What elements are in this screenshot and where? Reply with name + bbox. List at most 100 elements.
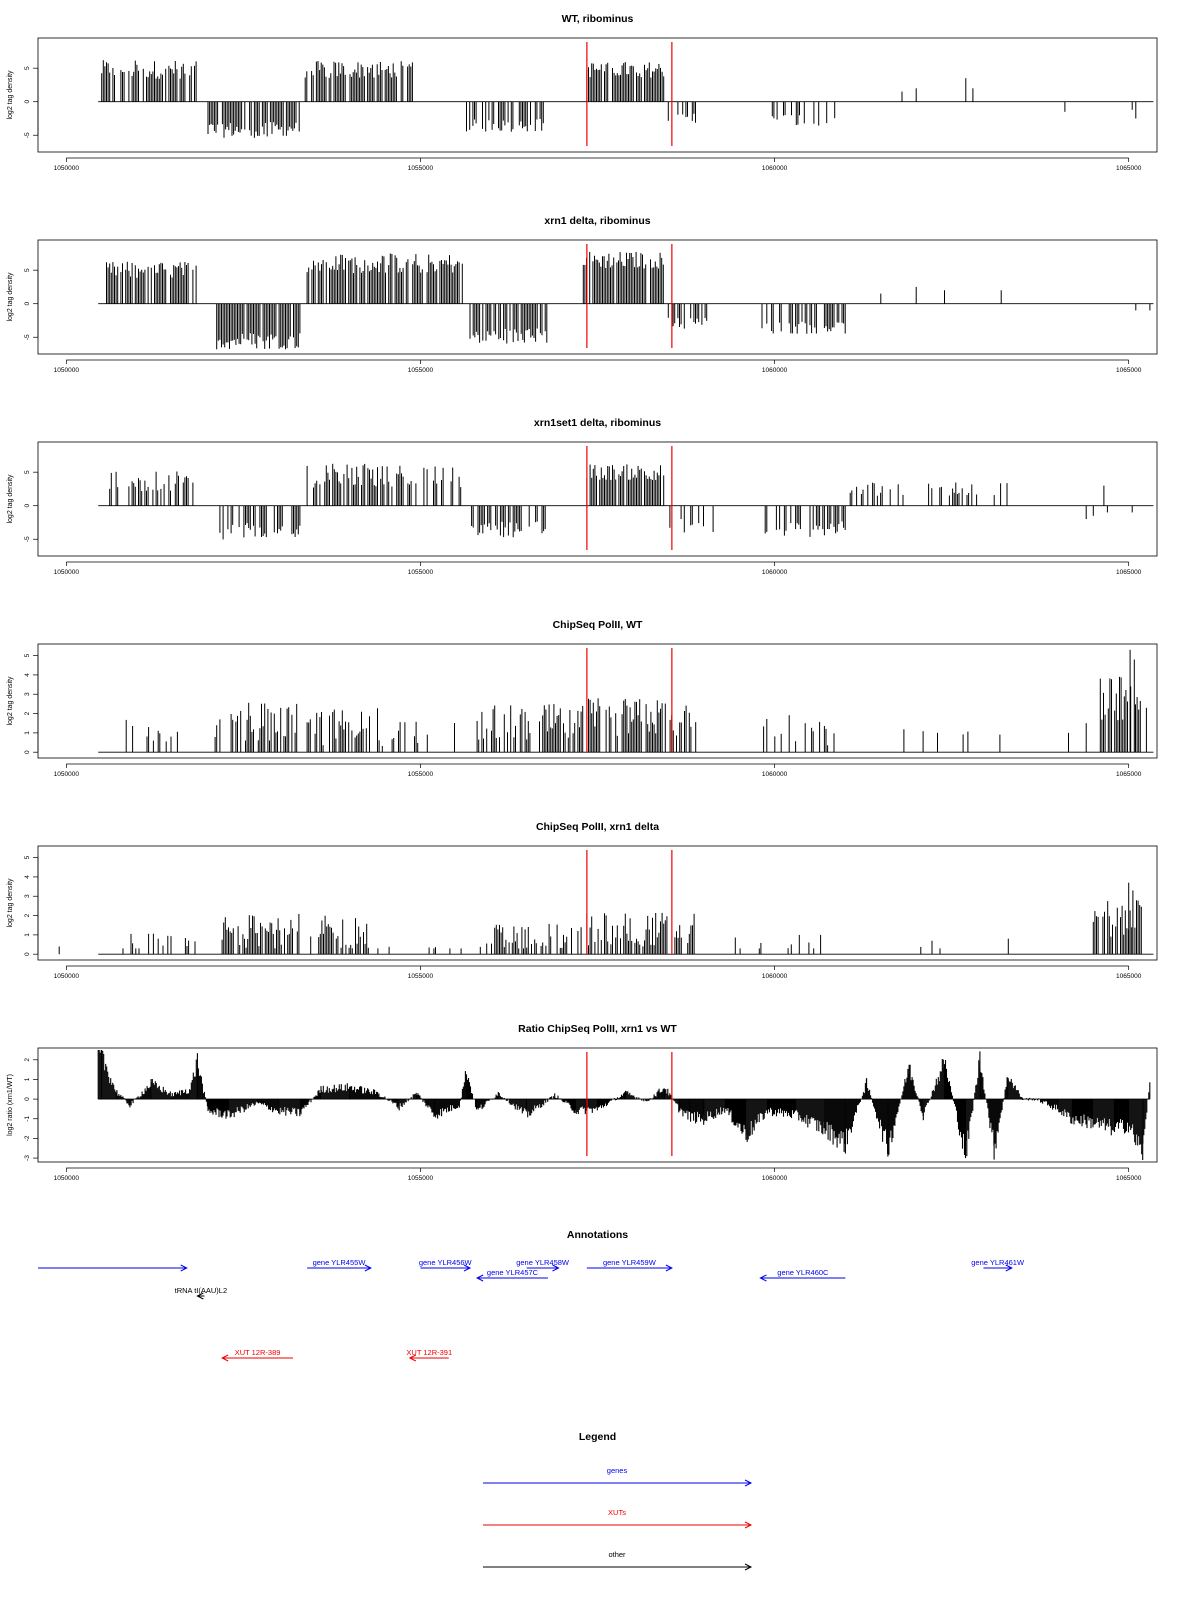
x-tick-label: 1050000 (54, 973, 80, 980)
x-tick-label: 1065000 (1116, 367, 1142, 374)
x-tick-label: 1060000 (762, 569, 788, 576)
y-axis-label: log2 tag density (7, 272, 14, 322)
y-tick-label: 5 (24, 268, 31, 272)
x-tick-label: 1055000 (408, 165, 434, 172)
y-tick-label: 0 (24, 100, 31, 104)
y-axis-label: log2 tag density (7, 70, 14, 120)
x-tick-label: 1060000 (762, 165, 788, 172)
y-axis-label: log2 tag density (7, 676, 14, 726)
panel-3: xrn1set1 delta, ribominus log2 tag densit… (7, 417, 1158, 576)
plot-frame (37, 643, 1158, 759)
feature-label: tRNA tI(AAU)L2 (175, 1286, 228, 1295)
y-tick-label: 2 (24, 711, 31, 715)
y-tick-label: 1 (24, 1077, 31, 1081)
y-tick-label: 2 (24, 1058, 31, 1062)
panel-title: xrn1set1 delta, ribominus (534, 417, 661, 429)
y-tick-label: 4 (24, 875, 31, 879)
y-tick-label: -3 (24, 1155, 31, 1161)
feature-label: gene YLR461W (971, 1258, 1025, 1267)
plot-frame (37, 845, 1158, 961)
feature-arrowhead (364, 1264, 372, 1272)
y-axis-label: log2 tag density (7, 474, 14, 524)
feature-arrowhead (180, 1264, 188, 1272)
panel-4: ChipSeq PolII, WT log2 tag density 0 1 2 3 4 5 1… (7, 619, 1158, 778)
y-axis-label: log2 ratio (xrn1/WT) (7, 1074, 14, 1136)
y-tick-label: 4 (24, 673, 31, 677)
y-tick-label: 5 (24, 470, 31, 474)
annotations-title: Annotations (567, 1229, 628, 1241)
y-tick-label: 0 (24, 302, 31, 306)
legend-title: Legend (579, 1431, 616, 1443)
y-tick-label: 0 (24, 1097, 31, 1101)
legend-label-xut: XUTs (608, 1508, 626, 1517)
y-tick-label: -5 (24, 536, 31, 542)
plot-frame (37, 441, 1158, 557)
panel-5: ChipSeq PolII, xrn1 delta log2 tag densit… (7, 821, 1158, 980)
panel-title: Ratio ChipSeq PolII, xrn1 vs WT (518, 1023, 677, 1035)
feature-label: XUT 12R-389 (235, 1348, 281, 1357)
feature-arrowhead (475, 1274, 484, 1282)
panel-1: WT, ribominus log2 tag density -5 0 5 1050000… (7, 13, 1158, 172)
y-tick-label: 0 (24, 952, 31, 956)
x-tick-label: 1050000 (54, 1175, 80, 1182)
feature-arrowhead (665, 1264, 673, 1272)
feature-label: gene YLR457C (487, 1268, 539, 1277)
y-tick-label: 0 (24, 504, 31, 508)
panel-6: Ratio ChipSeq PolII, xrn1 vs WT log2 rati… (7, 1023, 1158, 1182)
x-tick-label: 1060000 (762, 367, 788, 374)
y-tick-label: 5 (24, 855, 31, 859)
x-tick-label: 1060000 (762, 973, 788, 980)
feature-arrowhead (408, 1354, 417, 1362)
panel-title: xrn1 delta, ribominus (544, 215, 650, 227)
feature-arrowhead (552, 1264, 560, 1272)
y-tick-label: -2 (24, 1135, 31, 1141)
y-tick-label: 0 (24, 750, 31, 754)
feature-label: gene YLR460C (777, 1268, 829, 1277)
y-tick-label: 2 (24, 913, 31, 917)
x-tick-label: 1055000 (408, 367, 434, 374)
y-tick-label: -5 (24, 132, 31, 138)
panel-title: ChipSeq PolII, WT (553, 619, 643, 631)
legend-arrowhead (744, 1521, 753, 1529)
feature-arrowhead (196, 1292, 204, 1300)
y-tick-label: 3 (24, 692, 31, 696)
y-tick-label: 5 (24, 653, 31, 657)
x-tick-label: 1065000 (1116, 771, 1142, 778)
x-tick-label: 1065000 (1116, 165, 1142, 172)
x-tick-label: 1050000 (54, 165, 80, 172)
x-tick-label: 1055000 (408, 973, 434, 980)
legend-arrowhead (744, 1563, 753, 1571)
legend-label-other: other (608, 1550, 626, 1559)
legend-arrowhead (744, 1479, 753, 1487)
panel-title: ChipSeq PolII, xrn1 delta (536, 821, 659, 833)
panel-2: xrn1 delta, ribominus log2 tag density -5 0… (7, 215, 1158, 374)
legend-label-gene: genes (607, 1466, 628, 1475)
x-tick-label: 1055000 (408, 771, 434, 778)
y-tick-label: 5 (24, 66, 31, 70)
y-axis-label: log2 tag density (7, 878, 14, 928)
feature-label: gene YLR456W (419, 1258, 473, 1267)
x-tick-label: 1050000 (54, 569, 80, 576)
annotations-panel: Annotations tRNA tI(AAU)L2 gene YLR455W gen… (38, 1229, 1025, 1362)
x-tick-label: 1050000 (54, 771, 80, 778)
y-tick-label: -5 (24, 334, 31, 340)
y-tick-label: -1 (24, 1115, 31, 1121)
x-tick-label: 1065000 (1116, 569, 1142, 576)
panel-title: WT, ribominus (562, 13, 634, 25)
feature-arrowhead (1005, 1264, 1013, 1272)
x-tick-label: 1065000 (1116, 973, 1142, 980)
x-tick-label: 1060000 (762, 1175, 788, 1182)
feature-arrowhead (759, 1274, 767, 1282)
x-tick-label: 1050000 (54, 367, 80, 374)
y-tick-label: 3 (24, 894, 31, 898)
y-tick-label: 1 (24, 933, 31, 937)
x-tick-label: 1055000 (408, 569, 434, 576)
y-tick-label: 1 (24, 731, 31, 735)
feature-label: gene YLR455W (313, 1258, 367, 1267)
feature-label: XUT 12R-391 (406, 1348, 452, 1357)
x-tick-label: 1065000 (1116, 1175, 1142, 1182)
feature-arrowhead (463, 1264, 472, 1272)
legend-panel: Legend genes XUTs other (483, 1431, 753, 1571)
x-tick-label: 1055000 (408, 1175, 434, 1182)
